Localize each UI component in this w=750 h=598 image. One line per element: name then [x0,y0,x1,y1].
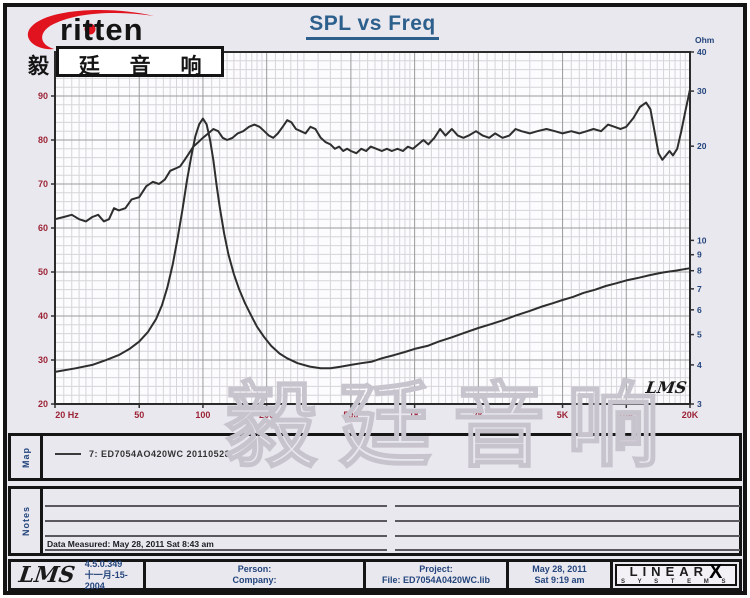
legend-entry-label: 7: ED7054AO420WC 20110528 [89,449,231,459]
logo-brand-text: ritten [60,12,144,47]
y-right-tick-label: 10 [697,235,707,245]
divider [40,436,43,478]
x-tick-label: 200 [259,410,274,420]
y-right-tick-label: 6 [697,305,702,315]
divider [40,489,43,553]
chart-title: SPL vs Freq [306,12,439,40]
y-right-tick-label: 30 [697,86,707,96]
footer-row: LMS 4.5.0.349 十一月-15-2004 Person: Compan… [8,559,742,591]
x-tick-label: 20K [682,410,699,420]
logo-chinese-text: 毅 廷 音 响 [28,55,214,78]
lms-version-date: 十一月-15-2004 [84,569,128,591]
y-right-tick-label: 3 [697,399,702,409]
footer-linearx-cell: LINEAR X S Y S T E M S [610,562,739,588]
x-tick-label: 20 Hz [55,410,79,420]
data-measured-text: Data Measured: May 28, 2011 Sat 8:43 am [47,539,214,549]
y-left-tick-label: 50 [38,267,48,277]
legend-entry: 7: ED7054AO420WC 20110528 [55,449,230,459]
company-label: Company: [232,575,277,585]
x-tick-label: 500 [343,410,358,420]
spl-curve [54,88,691,223]
x-tick-label: 50 [134,410,144,420]
lms-plot-logo: LMS [644,378,688,397]
y-right-tick-label: 40 [697,47,707,57]
lms-version-block: 4.5.0.349 十一月-15-2004 [85,559,143,592]
linearx-wordmark: LINEAR X [629,561,723,583]
legend-row: Map 7: ED7054AO420WC 20110528 [8,433,742,481]
legend-line-swatch [55,453,81,455]
project-label: Project: [419,564,453,574]
person-label: Person: [237,564,272,574]
x-tick-label: 100 [195,410,210,420]
linearx-x-text: X [709,561,723,583]
notes-rule-line [395,505,740,507]
y-right-tick-label: 7 [697,284,702,294]
notes-rule-line [45,520,387,522]
notes-rule-line [45,535,387,537]
y-right-tick-label: 5 [697,330,702,340]
y-left-tick-label: 60 [38,223,48,233]
file-label: File: ED7054A0420WC.lib [381,575,491,585]
footer-project-cell: Project: File: ED7054A0420WC.lib [363,562,506,588]
y-right-tick-label: 9 [697,250,702,260]
footer-time: Sat 9:19 am [534,575,585,585]
footer-lms-cell: LMS 4.5.0.349 十一月-15-2004 [11,559,143,591]
footer-date-cell: May 28, 2011 Sat 9:19 am [506,562,610,588]
linearx-logo: LINEAR X S Y S T E M S [615,561,737,586]
y-left-tick-label: 20 [38,399,48,409]
x-tick-label: 10K [618,410,635,420]
y-left-tick-label: 70 [38,179,48,189]
x-tick-label: 2K [473,410,485,420]
notes-rule-line [45,549,387,551]
notes-rule-line [45,505,387,507]
brand-logo: ritten 毅 廷 音 响 [8,4,238,84]
notes-rule-line [395,520,740,522]
y-left-tick-label: 90 [38,91,48,101]
impedance-curve [54,117,691,373]
linearx-linear-text: LINEAR [629,564,709,579]
y-right-tick-label: 4 [697,360,702,370]
lms-version: 4.5.0.349 [84,558,123,569]
logo-name-box [56,46,224,77]
y-left-tick-label: 30 [38,355,48,365]
x-tick-label: 5K [557,410,569,420]
notes-rule-line [395,549,740,551]
notes-row: Notes Data Measured: May 28, 2011 Sat 8:… [8,486,742,556]
footer-person-cell: Person: Company: [143,562,363,588]
y-right-tick-label: 8 [697,266,702,276]
notes-rule-line [395,535,740,537]
logo-swoosh-icon [27,10,155,50]
page-title: SPL vs Freq [55,12,690,40]
y-left-tick-label: 80 [38,135,48,145]
x-tick-label: 1K [409,410,421,420]
y-left-tick-label: 40 [38,311,48,321]
linearx-systems-text: S Y S T E M S [621,579,731,585]
y-right-tick-label: 20 [697,141,707,151]
y-right-axis-title: Ohm [695,35,715,45]
footer-date: May 28, 2011 [532,564,587,574]
